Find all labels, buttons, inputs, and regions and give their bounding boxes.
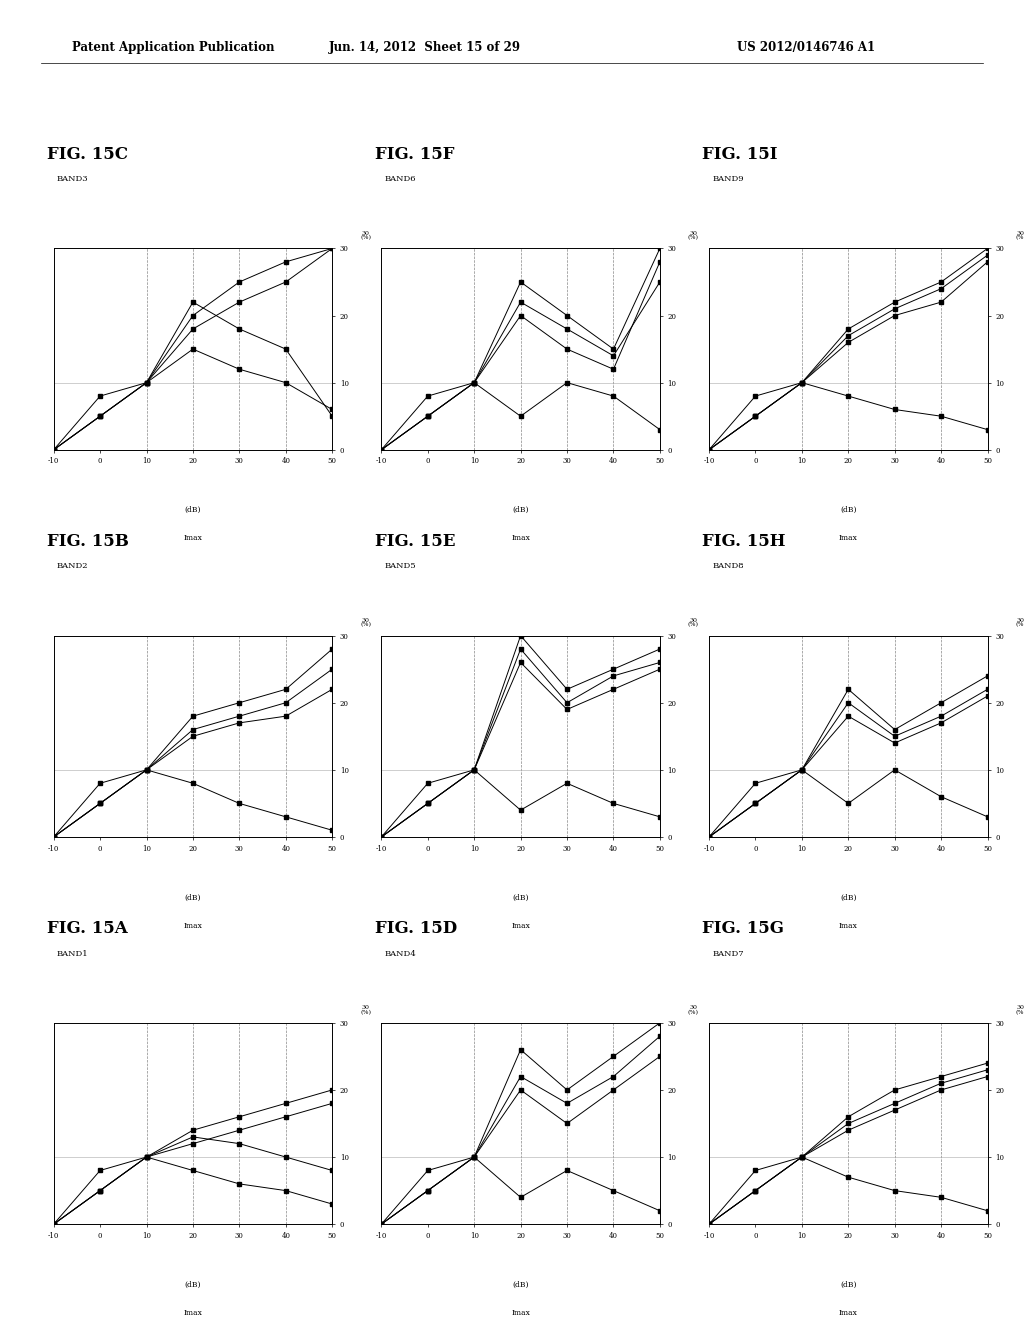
Text: BAND5: BAND5 — [385, 562, 416, 570]
Text: BAND1: BAND1 — [57, 949, 88, 958]
Text: (dB): (dB) — [512, 1280, 528, 1288]
Text: FIG. 15E: FIG. 15E — [375, 533, 456, 550]
Text: BAND3: BAND3 — [57, 176, 88, 183]
Text: FIG. 15D: FIG. 15D — [375, 920, 457, 937]
Text: 30
(%): 30 (%) — [1016, 1005, 1024, 1015]
Text: FIG. 15B: FIG. 15B — [47, 533, 129, 550]
Text: 30
(%): 30 (%) — [360, 618, 371, 627]
Text: Imax: Imax — [511, 1308, 530, 1317]
Text: BAND7: BAND7 — [713, 949, 743, 958]
Text: 30
(%): 30 (%) — [688, 618, 698, 627]
Text: US 2012/0146746 A1: US 2012/0146746 A1 — [737, 41, 876, 54]
Text: Imax: Imax — [839, 1308, 858, 1317]
Text: Imax: Imax — [511, 535, 530, 543]
Text: (dB): (dB) — [840, 894, 856, 902]
Text: (dB): (dB) — [184, 894, 201, 902]
Text: FIG. 15C: FIG. 15C — [47, 145, 128, 162]
Text: FIG. 15H: FIG. 15H — [702, 533, 786, 550]
Text: 30
(%): 30 (%) — [1016, 618, 1024, 627]
Text: BAND2: BAND2 — [57, 562, 88, 570]
Text: 30
(%): 30 (%) — [688, 1005, 698, 1015]
Text: Imax: Imax — [839, 921, 858, 929]
Text: FIG. 15G: FIG. 15G — [702, 920, 784, 937]
Text: Imax: Imax — [839, 535, 858, 543]
Text: Imax: Imax — [183, 1308, 203, 1317]
Text: FIG. 15I: FIG. 15I — [702, 145, 778, 162]
Text: 30
(%): 30 (%) — [688, 231, 698, 240]
Text: (dB): (dB) — [512, 894, 528, 902]
Text: 30
(%): 30 (%) — [360, 1005, 371, 1015]
Text: BAND6: BAND6 — [385, 176, 416, 183]
Text: Imax: Imax — [183, 535, 203, 543]
Text: (dB): (dB) — [840, 506, 856, 515]
Text: Patent Application Publication: Patent Application Publication — [72, 41, 274, 54]
Text: BAND8: BAND8 — [713, 562, 743, 570]
Text: (dB): (dB) — [512, 506, 528, 515]
Text: Jun. 14, 2012  Sheet 15 of 29: Jun. 14, 2012 Sheet 15 of 29 — [329, 41, 521, 54]
Text: BAND9: BAND9 — [713, 176, 743, 183]
Text: (dB): (dB) — [184, 506, 201, 515]
Text: FIG. 15A: FIG. 15A — [47, 920, 128, 937]
Text: BAND4: BAND4 — [385, 949, 417, 958]
Text: 30
(%): 30 (%) — [360, 231, 371, 240]
Text: FIG. 15F: FIG. 15F — [375, 145, 455, 162]
Text: Imax: Imax — [183, 921, 203, 929]
Text: Imax: Imax — [511, 921, 530, 929]
Text: (dB): (dB) — [840, 1280, 856, 1288]
Text: 30
(%): 30 (%) — [1016, 231, 1024, 240]
Text: (dB): (dB) — [184, 1280, 201, 1288]
